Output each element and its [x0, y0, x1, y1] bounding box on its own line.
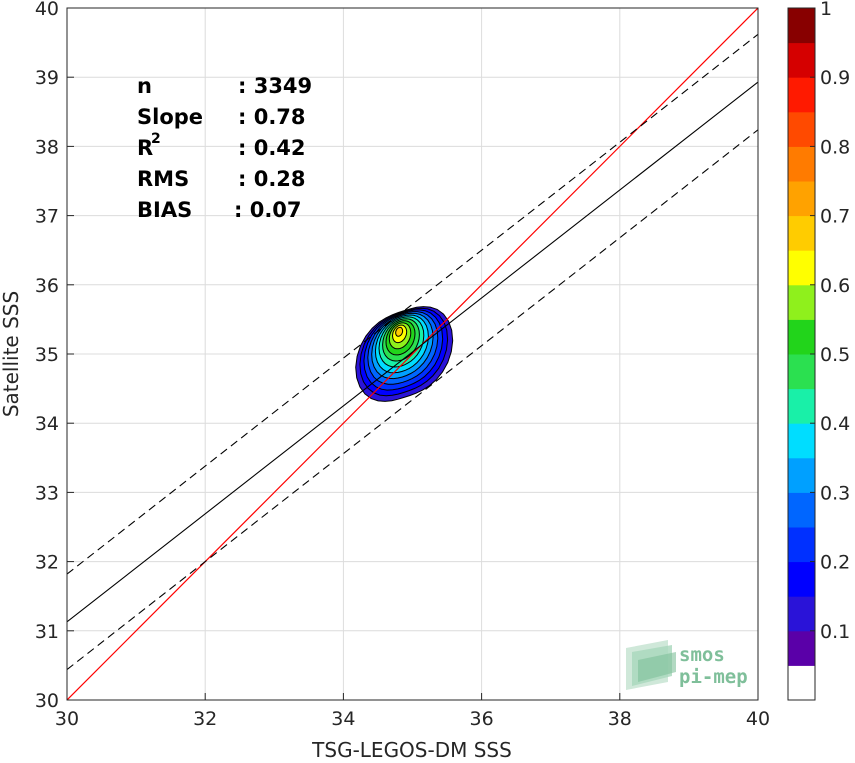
- identity-line: [67, 8, 758, 700]
- y-tick-label: 36: [35, 275, 59, 297]
- stat-value: : 0.07: [234, 198, 302, 222]
- stat-value: : 3349: [238, 74, 312, 98]
- fit-lower-line: [67, 129, 758, 670]
- y-tick-label: 38: [35, 136, 59, 158]
- y-tick-label: 37: [35, 206, 59, 228]
- colorbar-segment: [788, 215, 815, 251]
- stat-label-superscript: 2: [151, 131, 161, 147]
- density-contours: [355, 306, 454, 402]
- stat-label: BIAS: [137, 198, 192, 222]
- colorbar-tick-label: 0.8: [820, 136, 850, 158]
- colorbar-segment: [788, 630, 815, 666]
- colorbar: 0.1 0.2 0.3 0.4 0.5 0.6 0.7 0.8 0.9 1: [787, 0, 850, 701]
- colorbar-segment: [788, 561, 815, 597]
- x-ticks: 30 32 34 36 38 40: [55, 693, 770, 730]
- stat-label: Slope: [137, 105, 203, 129]
- y-ticks: 30 31 32 33 34 35 36 37 38 39 40: [35, 0, 74, 712]
- colorbar-segment: [788, 319, 815, 355]
- colorbar-segment: [788, 423, 815, 459]
- colorbar-tick-label: 0.3: [820, 482, 850, 504]
- y-tick-label: 30: [35, 690, 59, 712]
- x-tick-label: 40: [746, 708, 770, 730]
- colorbar-tick-label: 0.6: [820, 275, 850, 297]
- colorbar-segment: [788, 527, 815, 563]
- y-tick-label: 31: [35, 621, 59, 643]
- stat-value: : 0.28: [238, 167, 306, 191]
- colorbar-tick-label: 0.1: [820, 621, 850, 643]
- colorbar-tick-label: 0.7: [820, 206, 850, 228]
- stat-value: : 0.78: [238, 105, 306, 129]
- colorbar-segment: [788, 492, 815, 528]
- colorbar-segment: [788, 42, 815, 78]
- density-contour-level: [395, 326, 404, 337]
- x-tick-label: 36: [470, 708, 494, 730]
- colorbar-tick-label: 0.9: [820, 67, 850, 89]
- fit-upper-line: [67, 33, 758, 575]
- x-tick-label: 34: [331, 708, 355, 730]
- y-tick-label: 32: [35, 552, 59, 574]
- colorbar-segment: [788, 354, 815, 390]
- stat-value: : 0.42: [238, 136, 306, 160]
- y-tick-label: 35: [35, 344, 59, 366]
- y-tick-label: 40: [35, 0, 59, 20]
- colorbar-segment: [788, 596, 815, 632]
- y-axis-label: Satellite SSS: [0, 291, 23, 417]
- stats-panel: n : 3349 Slope : 0.78 R2 : 0.42 RMS : 0.28 BIAS:…: [137, 74, 312, 222]
- y-tick-label: 33: [35, 482, 59, 504]
- colorbar-segment: [788, 111, 815, 147]
- colorbar-segment: [788, 146, 815, 182]
- colorbar-segment: [788, 8, 815, 44]
- x-tick-label: 30: [55, 708, 79, 730]
- grid: [67, 8, 758, 700]
- y-tick-label: 34: [35, 413, 59, 435]
- logo-text-pi-mep: pi-mep: [679, 666, 748, 688]
- x-axis-label: TSG-LEGOS-DM SSS: [311, 738, 512, 762]
- x-tick-label: 38: [608, 708, 632, 730]
- colorbar-segment: [788, 77, 815, 113]
- colorbar-tick-label: 0.2: [820, 552, 850, 574]
- fit-line: [67, 81, 758, 623]
- colorbar-tick-label: 1: [820, 0, 832, 20]
- colorbar-segment: [788, 457, 815, 493]
- y-tick-label: 39: [35, 67, 59, 89]
- colorbar-segment: [788, 250, 815, 286]
- stat-label: RMS: [137, 167, 189, 191]
- x-tick-label: 32: [193, 708, 217, 730]
- colorbar-segment: [788, 181, 815, 217]
- colorbar-segment: [788, 665, 815, 701]
- logo-text-smos: smos: [679, 644, 725, 666]
- regression-lines: [67, 8, 758, 700]
- stat-label: n: [137, 74, 152, 98]
- colorbar-segment: [788, 388, 815, 424]
- smos-pi-mep-logo: smos pi-mep: [626, 640, 748, 690]
- colorbar-segment: [788, 284, 815, 320]
- colorbar-tick-label: 0.4: [820, 413, 850, 435]
- stat-label: R: [137, 136, 153, 160]
- colorbar-tick-label: 0.5: [820, 344, 850, 366]
